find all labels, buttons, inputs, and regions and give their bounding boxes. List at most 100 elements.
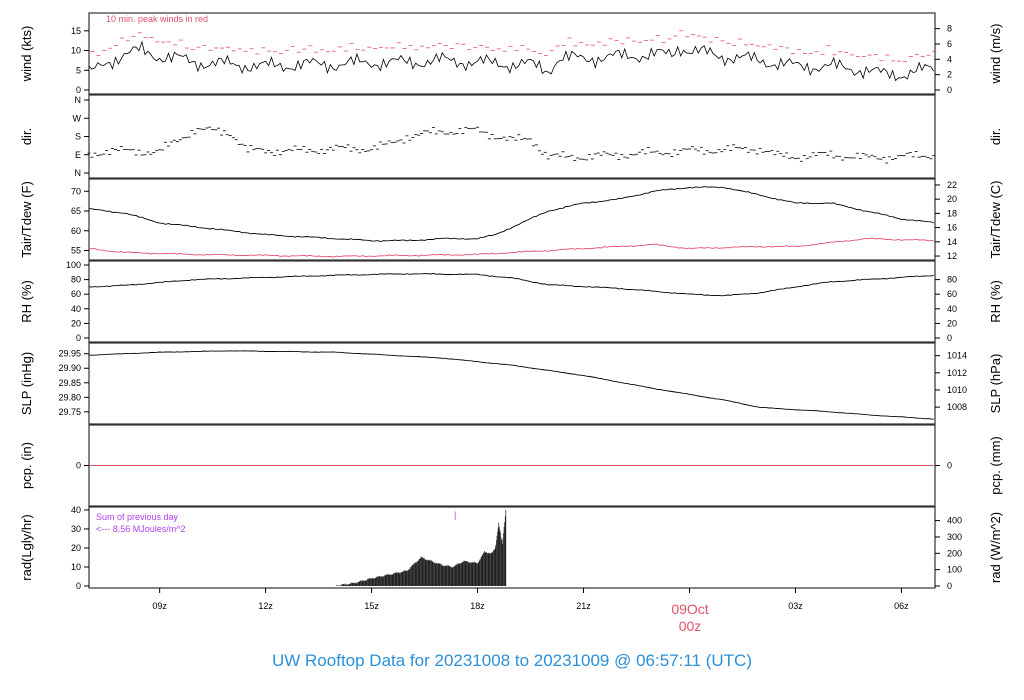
series-tdew [88, 237, 934, 258]
y-tick-label: 30 [71, 524, 81, 534]
date-sub-label: 00z [679, 618, 702, 634]
y-right-tick-label: 100 [947, 565, 962, 575]
y-axis-label-right: SLP (hPa) [988, 354, 1003, 414]
y-tick-label: 40 [71, 304, 81, 314]
y-right-tick-label: 1010 [947, 385, 967, 395]
panel-wind: 0 5 10 15 0 2 4 6 8 wind (kts) wind (m/s) [19, 12, 1003, 95]
y-right-tick-label: 200 [947, 548, 962, 558]
y-right-tick-label: 20 [947, 194, 957, 204]
y-axis-label: dir. [19, 128, 34, 145]
y-tick-label: E [75, 150, 81, 160]
y-tick-label: 20 [71, 318, 81, 328]
x-tick-label: 06z [894, 601, 909, 611]
y-right-tick-label: 80 [947, 275, 957, 285]
y-right-tick-label: 0 [947, 333, 952, 343]
y-tick-label: 10 [71, 46, 81, 56]
rad-annotation-1: Sum of previous day [96, 512, 179, 522]
y-tick-label: W [73, 113, 82, 123]
y-tick-label: 40 [71, 505, 81, 515]
y-tick-label: 29.90 [58, 363, 81, 373]
y-right-tick-label: 14 [947, 237, 957, 247]
panel-frame [88, 342, 936, 425]
x-tick-label: 12z [258, 601, 273, 611]
y-tick-label: 70 [71, 186, 81, 196]
y-tick-label: 15 [71, 26, 81, 36]
rh-line [88, 272, 934, 297]
x-tick-label: 15z [364, 601, 379, 611]
panel-frame [88, 506, 936, 589]
y-right-tick-label: 60 [947, 289, 957, 299]
y-right-tick-label: 1014 [947, 351, 967, 361]
x-tick-label: 18z [470, 601, 485, 611]
panel-temp: 55 60 65 70 12 14 16 18 20 22 Tair/Tdew (F) Tair/Td… [19, 178, 1003, 261]
y-right-tick-label: 400 [947, 516, 962, 526]
y-right-tick-label: 20 [947, 318, 957, 328]
y-right-tick-label: 0 [947, 85, 952, 95]
y-right-tick-label: 0 [947, 461, 952, 471]
y-right-tick-label: 0 [947, 581, 952, 591]
y-tick-label: 29.75 [58, 407, 81, 417]
y-axis-label: RH (%) [19, 280, 34, 323]
x-axis: 09z 12z 15z 18z 21z 03z 06z [152, 588, 909, 611]
y-tick-label: 55 [71, 245, 81, 255]
y-right-tick-label: 8 [947, 24, 952, 34]
rad-annotation-2: <--- 8.56 MJoules/m^2 [96, 524, 186, 534]
wind-annotation: 10 min. peak winds in red [106, 14, 208, 24]
y-right-tick-label: 300 [947, 532, 962, 542]
panel-frame [88, 12, 936, 95]
y-tick-label: N [75, 168, 82, 178]
series-tair [88, 186, 934, 242]
y-tick-label: 80 [71, 275, 81, 285]
y-tick-label: 0 [76, 333, 81, 343]
y-tick-label: 29.80 [58, 392, 81, 402]
chart-title: UW Rooftop Data for 20231008 to 20231009… [272, 651, 752, 670]
date-label: 09Oct [671, 601, 708, 617]
y-right-tick-label: 40 [947, 304, 957, 314]
panel-rh: 0 20 40 60 80 100 0 20 40 60 80 RH (%) RH (%) [19, 260, 1003, 343]
y-tick-label: 29.95 [58, 349, 81, 359]
y-tick-label: 20 [71, 543, 81, 553]
y-axis-label-right: dir. [988, 128, 1003, 145]
y-tick-label: N [75, 95, 82, 105]
y-right-tick-label: 12 [947, 251, 957, 261]
y-right-tick-label: 1012 [947, 368, 967, 378]
y-axis-label: Tair/Tdew (F) [19, 181, 34, 258]
y-right-tick-label: 18 [947, 208, 957, 218]
y-tick-label: 0 [76, 85, 81, 95]
y-right-tick-label: 2 [947, 70, 952, 80]
y-tick-label: 60 [71, 226, 81, 236]
panel-slp: 29.75 29.80 29.85 29.90 29.95 1008 1010 1012 101… [19, 342, 1003, 425]
panel-pcp: 0 0 pcp. (in) pcp. (mm) [19, 424, 1003, 507]
y-tick-label: 10 [71, 562, 81, 572]
y-axis-label-right: RH (%) [988, 280, 1003, 323]
y-tick-label: 65 [71, 206, 81, 216]
y-tick-label: 0 [76, 581, 81, 591]
y-right-tick-label: 1008 [947, 402, 967, 412]
x-tick-label: 21z [576, 601, 591, 611]
panel-frame [88, 178, 936, 261]
x-tick-label: 03z [788, 601, 803, 611]
y-tick-label: S [75, 132, 81, 142]
y-tick-label: 60 [71, 289, 81, 299]
wind-line [88, 40, 935, 82]
y-tick-label: 100 [66, 260, 81, 270]
y-axis-label-right: rad (W/m^2) [988, 512, 1003, 583]
y-tick-label: 5 [76, 65, 81, 75]
y-axis-label-right: wind (m/s) [988, 24, 1003, 85]
y-right-tick-label: 22 [947, 180, 957, 190]
y-axis-label: rad(Lgly/hr) [19, 514, 34, 580]
y-tick-label: 29.85 [58, 378, 81, 388]
y-axis-label-right: pcp. (mm) [988, 436, 1003, 495]
x-tick-label: 09z [152, 601, 167, 611]
y-axis-label: pcp. (in) [19, 442, 34, 489]
y-axis-label-right: Tair/Tdew (C) [988, 180, 1003, 258]
y-right-tick-label: 16 [947, 223, 957, 233]
y-right-tick-label: 6 [947, 39, 952, 49]
y-right-tick-label: 4 [947, 54, 952, 64]
y-axis-label: SLP (inHg) [19, 352, 34, 415]
slp-line [88, 350, 934, 420]
